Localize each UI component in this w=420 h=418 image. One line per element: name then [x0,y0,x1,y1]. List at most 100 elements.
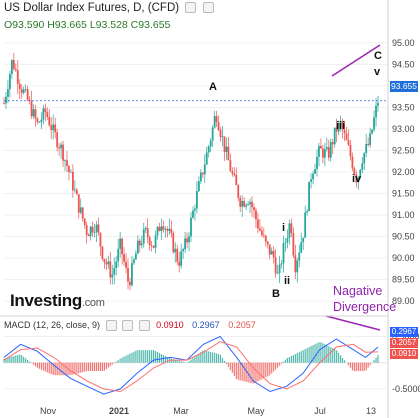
settings-icon[interactable] [122,320,134,332]
candle [333,127,336,148]
candle [213,110,216,129]
candle-body [351,156,354,169]
candle [318,142,320,167]
candle-body [38,122,41,123]
candle-body [73,189,76,191]
candle [136,235,139,254]
candle-body [373,117,375,130]
candle-body [97,224,100,234]
candle-body [353,168,356,175]
candle [180,243,183,269]
candle [79,198,82,215]
candle-body [266,241,269,245]
candle-body [129,281,131,286]
candle [105,258,108,271]
candle [302,237,305,250]
candle [50,117,53,140]
candle-body [184,238,186,250]
candle-body [209,140,212,147]
candle [310,173,312,189]
candle [262,227,265,239]
candle [66,150,68,173]
time-tick-label: Jul [314,406,326,416]
candle [292,227,295,258]
candle-body [109,261,112,278]
candle-body [71,171,74,191]
candle [280,260,283,269]
candle-body [148,237,151,246]
macd-tick-label: -0.5000 [392,384,420,394]
candle [325,137,328,152]
hide-icon[interactable] [185,2,197,14]
candle [70,169,72,173]
price-tick-label: 95.00 [392,38,415,48]
candle-body [172,233,175,253]
candle [123,247,125,266]
candle [304,205,307,238]
candle [286,229,289,249]
candle-body [298,252,301,261]
candle [134,250,137,260]
candle-body [203,164,206,175]
candle-body [369,133,372,146]
candle-body [75,189,78,195]
candle-body [131,262,133,286]
candle-body [152,245,155,248]
candle-body [300,241,303,253]
candle-body [160,226,163,231]
candle-body [168,228,171,231]
hide-icon[interactable] [105,320,117,332]
candle-body [36,118,39,123]
candle-body [174,248,177,253]
close-icon[interactable] [138,320,150,332]
candle-body [197,181,200,192]
candle-body [180,251,183,266]
candle-body [154,235,157,248]
price-tick-label: 92.00 [392,167,415,177]
candle-body [225,146,228,152]
candle [129,277,131,291]
candle-body [312,173,314,180]
candle [257,212,259,234]
candle-body [52,124,55,130]
candle [284,238,287,252]
candle-body [321,148,324,158]
candle [245,203,248,211]
candle [320,138,322,149]
candle-body [284,242,287,244]
macd-tag: 0.2967 [390,327,418,337]
price-axis: 89.00 89.50 90.00 90.50 91.00 91.50 92.00 92.50… [387,0,415,418]
candle-body [247,204,249,206]
candle [243,197,246,208]
candle [361,157,364,174]
candle-body [245,204,248,207]
candle [321,145,324,164]
candle [235,167,238,186]
candle-body [251,201,253,208]
candle-body [257,219,259,229]
candle [97,217,100,236]
candle [152,245,155,249]
divergence-line1: Nagative [333,284,383,298]
candle-body [227,146,230,161]
candle-body [138,240,141,246]
candle [369,127,372,148]
candle [282,235,285,273]
candle-body [349,144,352,157]
candle [22,86,25,95]
macd-hist-value: 0.0910 [156,320,184,330]
settings-icon[interactable] [202,2,214,14]
candle-body [44,108,47,113]
candle-body [215,116,218,123]
candle-body [223,136,226,152]
candle-body [95,224,98,232]
candle-body [207,146,210,153]
ohlc-values: O93.590 H93.665 L93.528 C93.655 [4,19,171,31]
candle [223,136,226,162]
candle-body [262,235,265,236]
investing-logo: Investing.com [10,291,105,311]
divergence-label: Nagative Divergence [333,283,396,315]
candle-body [40,119,43,123]
candle-body [302,237,305,242]
candle [172,230,175,254]
